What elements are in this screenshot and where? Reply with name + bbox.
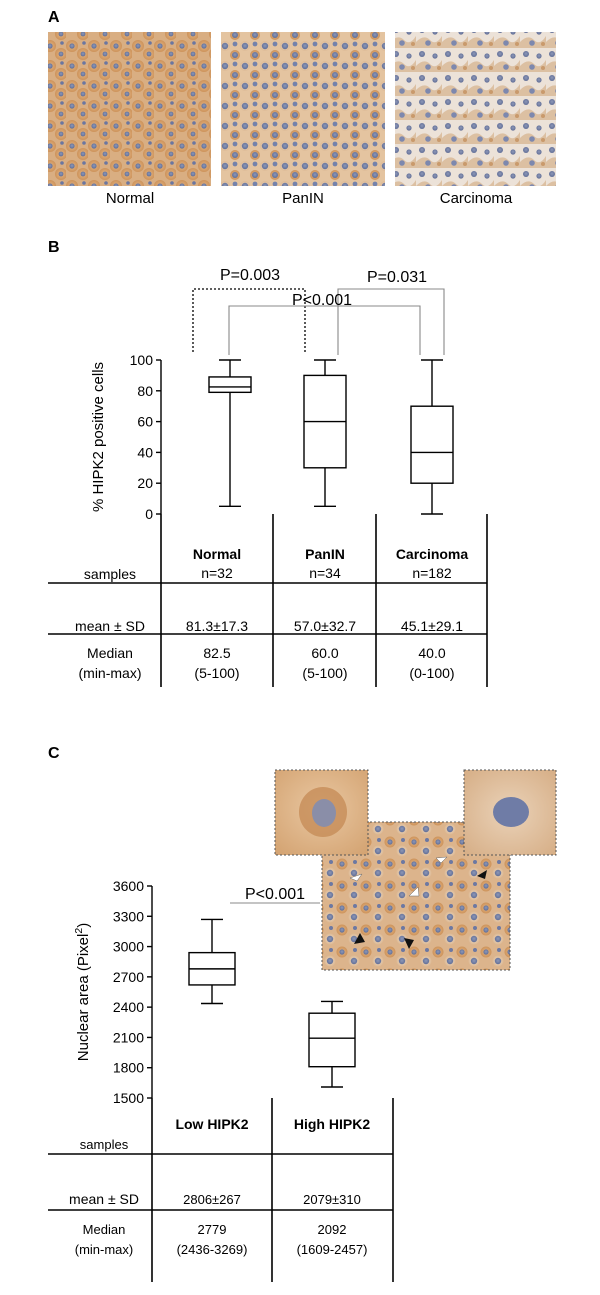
black-arrowhead-icon <box>354 933 365 944</box>
table-b-row-median: Median <box>87 645 133 661</box>
y-tick-label: 3300 <box>113 908 144 924</box>
p-value-label: P<0.001 <box>292 292 352 309</box>
panel-a-image-normal <box>48 32 211 186</box>
table-c-row-minmax: (min-max) <box>75 1242 134 1257</box>
p-value-label: P<0.001 <box>245 886 305 903</box>
table-b-col-n: n=182 <box>412 565 452 581</box>
caption-normal: Normal <box>106 190 154 207</box>
significance-bracket-panin-carcinoma <box>337 288 445 355</box>
panel-b-box-plot: 0 20 40 60 80 100 % HIPK2 positive cells P=0.00… <box>90 267 454 522</box>
panel-c-label: C <box>48 745 60 762</box>
table-c-mean-value: 2079±310 <box>303 1192 361 1207</box>
table-b-col-n: n=32 <box>201 565 233 581</box>
box-high-hipk2 <box>308 1012 356 1068</box>
panel-c-box-plot: 1500 1800 2100 2400 2700 3000 3300 3600 Nuclear … <box>73 878 356 1106</box>
table-b-col-name: Carcinoma <box>396 546 469 562</box>
y-tick-label: 1500 <box>113 1090 144 1106</box>
table-c-median-value: 2092 <box>318 1222 347 1237</box>
table-b-col-name: Normal <box>193 546 241 562</box>
y-tick-label: 100 <box>130 352 154 368</box>
y-tick-label: 20 <box>137 475 153 491</box>
table-c-median-value: 2779 <box>198 1222 227 1237</box>
table-b-mean-value: 81.3±17.3 <box>186 618 248 634</box>
panel-c-table-grid <box>48 1098 394 1282</box>
table-b-mean-value: 45.1±29.1 <box>401 618 463 634</box>
y-tick-label: 60 <box>137 414 153 430</box>
box-normal <box>208 376 252 394</box>
table-c-col-name: Low HIPK2 <box>175 1116 248 1132</box>
y-axis-label: Nuclear area (Pixel2) <box>73 923 92 1061</box>
y-tick-label: 1800 <box>113 1060 144 1076</box>
y-tick-label: 0 <box>145 506 153 522</box>
p-value-label: P=0.003 <box>220 267 280 284</box>
panel-a-label: A <box>48 9 60 26</box>
y-tick-label: 40 <box>137 444 153 460</box>
white-arrowhead-icon <box>408 886 420 897</box>
white-arrowhead-icon <box>349 873 363 882</box>
y-tick-label: 2100 <box>113 1029 144 1045</box>
zoom-inset-left <box>274 769 369 856</box>
white-arrowhead-icon <box>435 856 448 864</box>
y-tick-label: 3000 <box>113 939 144 955</box>
table-c-mean-value: 2806±267 <box>183 1192 241 1207</box>
table-b-row-samples: samples <box>84 566 136 582</box>
significance-bracket-normal-carcinoma <box>228 305 421 355</box>
table-b-col-n: n=34 <box>309 565 341 581</box>
table-b-col-name: PanIN <box>305 546 345 562</box>
table-b-median-value: 40.0 <box>418 645 445 661</box>
panel-a-image-carcinoma <box>395 32 556 186</box>
y-tick-label: 80 <box>137 383 153 399</box>
panel-a-image-panin <box>221 32 385 186</box>
table-b-median-value: 60.0 <box>311 645 338 661</box>
arrowhead-markers <box>349 856 487 949</box>
panel-b-label: B <box>48 239 60 256</box>
table-c-row-mean: mean ± SD <box>69 1191 139 1207</box>
y-tick-label: 3600 <box>113 878 144 894</box>
caption-carcinoma: Carcinoma <box>440 190 513 207</box>
table-b-range-value: (0-100) <box>409 665 454 681</box>
table-c-row-median: Median <box>83 1222 126 1237</box>
y-tick-label: 2400 <box>113 999 144 1015</box>
box-carcinoma <box>410 405 454 484</box>
table-c-row-samples: samples <box>80 1137 129 1152</box>
p-value-label: P=0.031 <box>367 269 427 286</box>
table-c-col-name: High HIPK2 <box>294 1116 370 1132</box>
black-arrowhead-icon <box>477 870 487 879</box>
caption-panin: PanIN <box>282 190 324 207</box>
table-b-range-value: (5-100) <box>194 665 239 681</box>
table-b-row-minmax: (min-max) <box>79 665 142 681</box>
table-c-range-value: (1609-2457) <box>297 1242 368 1257</box>
table-b-row-mean: mean ± SD <box>75 618 145 634</box>
panel-b-table-grid <box>48 514 488 687</box>
table-b-range-value: (5-100) <box>302 665 347 681</box>
zoom-inset-right <box>463 769 557 856</box>
table-b-mean-value: 57.0±32.7 <box>294 618 356 634</box>
y-tick-label: 2700 <box>113 969 144 985</box>
y-axis-label: % HIPK2 positive cells <box>90 362 107 512</box>
table-c-range-value: (2436-3269) <box>177 1242 248 1257</box>
significance-bracket-normal-panin <box>192 288 306 352</box>
black-arrowhead-icon <box>404 938 414 949</box>
table-b-median-value: 82.5 <box>203 645 230 661</box>
